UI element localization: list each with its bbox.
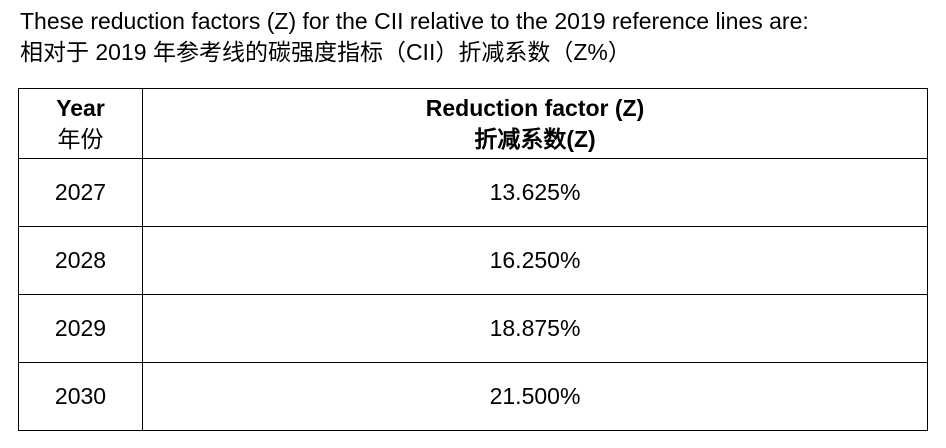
table-header: Year 年份 Reduction factor (Z) 折减系数(Z) [18,88,928,159]
table-body: 2027 13.625% 2028 16.250% 2029 18.875% 2030 21.… [18,158,928,431]
table-row: 2030 21.500% [18,362,928,431]
year-cell: 2028 [18,226,143,295]
header-row: Year 年份 Reduction factor (Z) 折减系数(Z) [18,88,928,159]
year-cell: 2029 [18,294,143,363]
table-row: 2029 18.875% [18,294,928,363]
header-cell: Reduction factor (Z) 折减系数(Z) [142,88,928,159]
header-label: Year [56,94,105,121]
table-row: 2028 16.250% [18,226,928,295]
reduction-table: Year 年份 Reduction factor (Z) 折减系数(Z) 2027 13… [18,88,928,431]
year-cell: 2027 [18,158,143,227]
factor-cell: 21.500% [142,362,928,431]
intro-en: These reduction factors (Z) for the CII … [20,8,809,34]
table-row: 2027 13.625% [18,158,928,227]
header-label-zh: 折减系数(Z) [474,125,596,152]
year-cell: 2030 [18,362,143,431]
intro-zh: 相对于 2019 年参考线的碳强度指标（CII）折减系数（Z%） [20,39,631,65]
factor-cell: 13.625% [142,158,928,227]
header-label-zh: 年份 [57,125,104,152]
header-label: Reduction factor (Z) [425,94,645,121]
factor-cell: 16.250% [142,226,928,295]
intro: These reduction factors (Z) for the CII … [20,6,809,68]
header-cell: Year 年份 [18,88,143,159]
factor-cell: 18.875% [142,294,928,363]
